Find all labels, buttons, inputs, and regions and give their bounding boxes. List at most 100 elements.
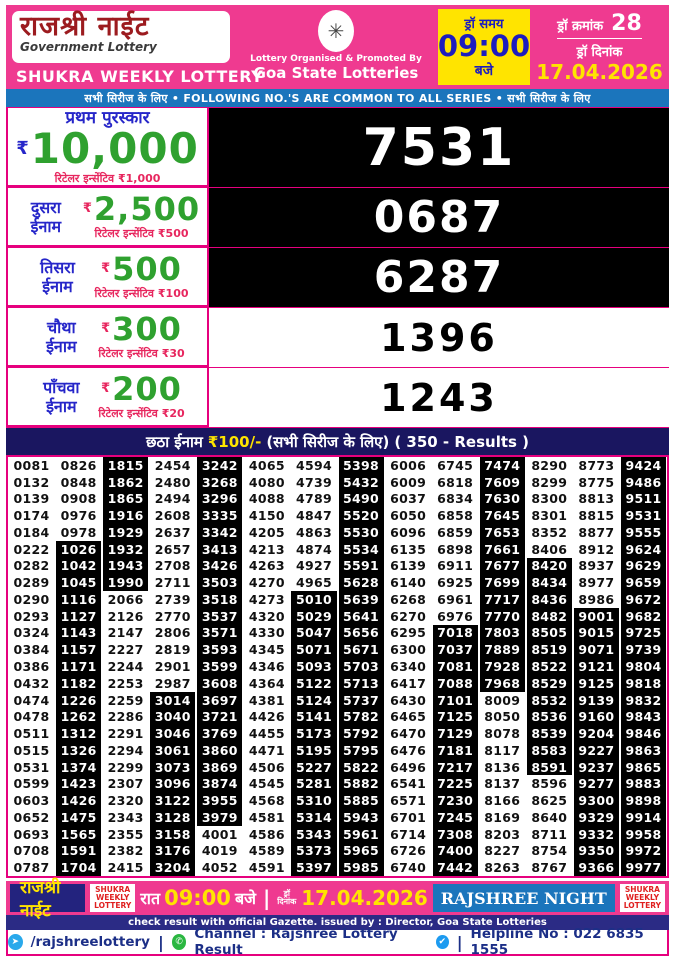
result-cell: 0222 bbox=[9, 540, 55, 558]
result-cell: 9015 bbox=[573, 624, 619, 642]
result-cell: 3608 bbox=[197, 674, 243, 692]
helpline-number[interactable]: Helpline No : 022 6835 1555 bbox=[470, 926, 644, 958]
result-cell: 7803 bbox=[479, 624, 525, 642]
result-cell: 1326 bbox=[56, 741, 102, 759]
result-cell: 7125 bbox=[432, 708, 478, 726]
prize-row-5: पाँचवा ईनाम ₹200 रिटेलर इन्सेंटिव ₹20 1243 bbox=[6, 368, 669, 428]
prize-amount: ₹2,500 bbox=[82, 189, 201, 228]
result-cell: 6745 bbox=[432, 457, 478, 474]
result-cell: 5782 bbox=[338, 708, 384, 726]
result-cell: 8711 bbox=[526, 825, 572, 843]
result-cell: 6740 bbox=[385, 859, 431, 876]
prize-info: तिसरा ईनाम ₹500 रिटेलर इन्सेंटिव ₹100 bbox=[6, 248, 209, 307]
result-cell: 9424 bbox=[620, 457, 666, 474]
result-cell: 2291 bbox=[103, 725, 149, 742]
retailer-incentive: रिटेलर इन्सेंटिव ₹1,000 bbox=[54, 171, 161, 185]
result-cell: 3537 bbox=[197, 607, 243, 625]
result-cell: 1226 bbox=[56, 691, 102, 709]
footer-badge-right: SHUKRA WEEKLY LOTTERY bbox=[619, 884, 665, 912]
result-cell: 4739 bbox=[291, 473, 337, 491]
result-cell: 2147 bbox=[103, 624, 149, 642]
result-cell: 1565 bbox=[56, 825, 102, 843]
result-cell: 1475 bbox=[56, 808, 102, 826]
result-cell: 4213 bbox=[244, 540, 290, 558]
rupee-symbol: ₹ bbox=[16, 137, 29, 159]
result-cell: 5398 bbox=[338, 457, 384, 474]
result-cell: 3503 bbox=[197, 574, 243, 592]
result-cell: 1127 bbox=[56, 607, 102, 625]
header: राजश्री नाईट Government Lottery SHUKRA W… bbox=[6, 5, 669, 89]
footer-date-label: ड्रॉ दिनांक bbox=[277, 889, 297, 906]
result-cell: 5490 bbox=[338, 490, 384, 508]
footer-time-value: 09:00 bbox=[164, 886, 231, 910]
result-cell: 2901 bbox=[150, 658, 196, 675]
result-cell: 0132 bbox=[9, 473, 55, 491]
retailer-incentive: रिटेलर इन्सेंटिव ₹100 bbox=[94, 286, 189, 300]
result-cell: 3860 bbox=[197, 741, 243, 759]
result-cell: 3721 bbox=[197, 708, 243, 726]
result-cell: 6340 bbox=[385, 658, 431, 675]
result-cell: 4381 bbox=[244, 691, 290, 709]
result-cell: 5397 bbox=[291, 859, 337, 876]
result-cell: 6858 bbox=[432, 507, 478, 525]
result-cell: 9972 bbox=[620, 842, 666, 860]
result-cell: 2066 bbox=[103, 591, 149, 608]
result-cell: 9804 bbox=[620, 658, 666, 675]
result-cell: 8775 bbox=[573, 473, 619, 491]
result-cell: 5822 bbox=[338, 758, 384, 776]
draw-time-label: ड्रॉ समय bbox=[464, 17, 504, 32]
result-cell: 3073 bbox=[150, 758, 196, 776]
result-cell: 1116 bbox=[56, 591, 102, 608]
result-cell: 5530 bbox=[338, 524, 384, 541]
draw-date-label: ड्रॉ दिनांक bbox=[576, 44, 623, 60]
result-cell: 9555 bbox=[620, 524, 666, 541]
result-cell: 5093 bbox=[291, 658, 337, 675]
result-cell: 7400 bbox=[432, 842, 478, 860]
contact-bar: ➤ /rajshreelottery | ✆ Channel : Rajshre… bbox=[6, 926, 669, 958]
result-cell: 8436 bbox=[526, 591, 572, 608]
result-cell: 5314 bbox=[291, 808, 337, 826]
result-cell: 9227 bbox=[573, 741, 619, 759]
result-cell: 6465 bbox=[385, 708, 431, 726]
result-cell: 8117 bbox=[479, 741, 525, 759]
channel-link[interactable]: Channel : Rajshree Lottery Result bbox=[194, 926, 398, 958]
result-cell: 1157 bbox=[56, 641, 102, 659]
sixth-prize-amount: ₹100/- bbox=[207, 432, 262, 451]
result-cell: 8522 bbox=[526, 658, 572, 675]
result-cell: 0282 bbox=[9, 557, 55, 575]
prize-amount: ₹300 bbox=[101, 309, 182, 348]
result-cell: 7101 bbox=[432, 691, 478, 709]
footer-draw-time: रात 09:00 बजे bbox=[140, 886, 256, 910]
result-cell: 8773 bbox=[573, 457, 619, 474]
result-cell: 5071 bbox=[291, 641, 337, 659]
telegram-icon: ➤ bbox=[8, 934, 23, 950]
result-cell: 3413 bbox=[197, 540, 243, 558]
result-cell: 8352 bbox=[526, 524, 572, 541]
result-cell: 4594 bbox=[291, 457, 337, 474]
result-cell: 3335 bbox=[197, 507, 243, 525]
result-cell: 4589 bbox=[244, 842, 290, 860]
result-cell: 8406 bbox=[526, 540, 572, 558]
result-cell: 0848 bbox=[56, 473, 102, 491]
result-cell: 3061 bbox=[150, 741, 196, 759]
result-cell: 9329 bbox=[573, 808, 619, 826]
result-cell: 2286 bbox=[103, 708, 149, 726]
result-cell: 7442 bbox=[432, 859, 478, 876]
telegram-handle[interactable]: /rajshreelottery bbox=[30, 934, 150, 950]
result-cell: 9204 bbox=[573, 725, 619, 742]
brand-subtitle: Government Lottery bbox=[20, 40, 157, 54]
result-cell: 4847 bbox=[291, 507, 337, 525]
result-cell: 3176 bbox=[150, 842, 196, 860]
result-cell: 7609 bbox=[479, 473, 525, 491]
result-cell: 7928 bbox=[479, 658, 525, 675]
result-cell: 8596 bbox=[526, 775, 572, 793]
result-cell: 8482 bbox=[526, 607, 572, 625]
result-cell: 8977 bbox=[573, 574, 619, 592]
result-cell: 0908 bbox=[56, 490, 102, 508]
result-cell: 2227 bbox=[103, 641, 149, 659]
result-cell: 0289 bbox=[9, 574, 55, 592]
result-cell: 6037 bbox=[385, 490, 431, 508]
result-cell: 8290 bbox=[526, 457, 572, 474]
result-cell: 9366 bbox=[573, 859, 619, 876]
result-cell: 7889 bbox=[479, 641, 525, 659]
